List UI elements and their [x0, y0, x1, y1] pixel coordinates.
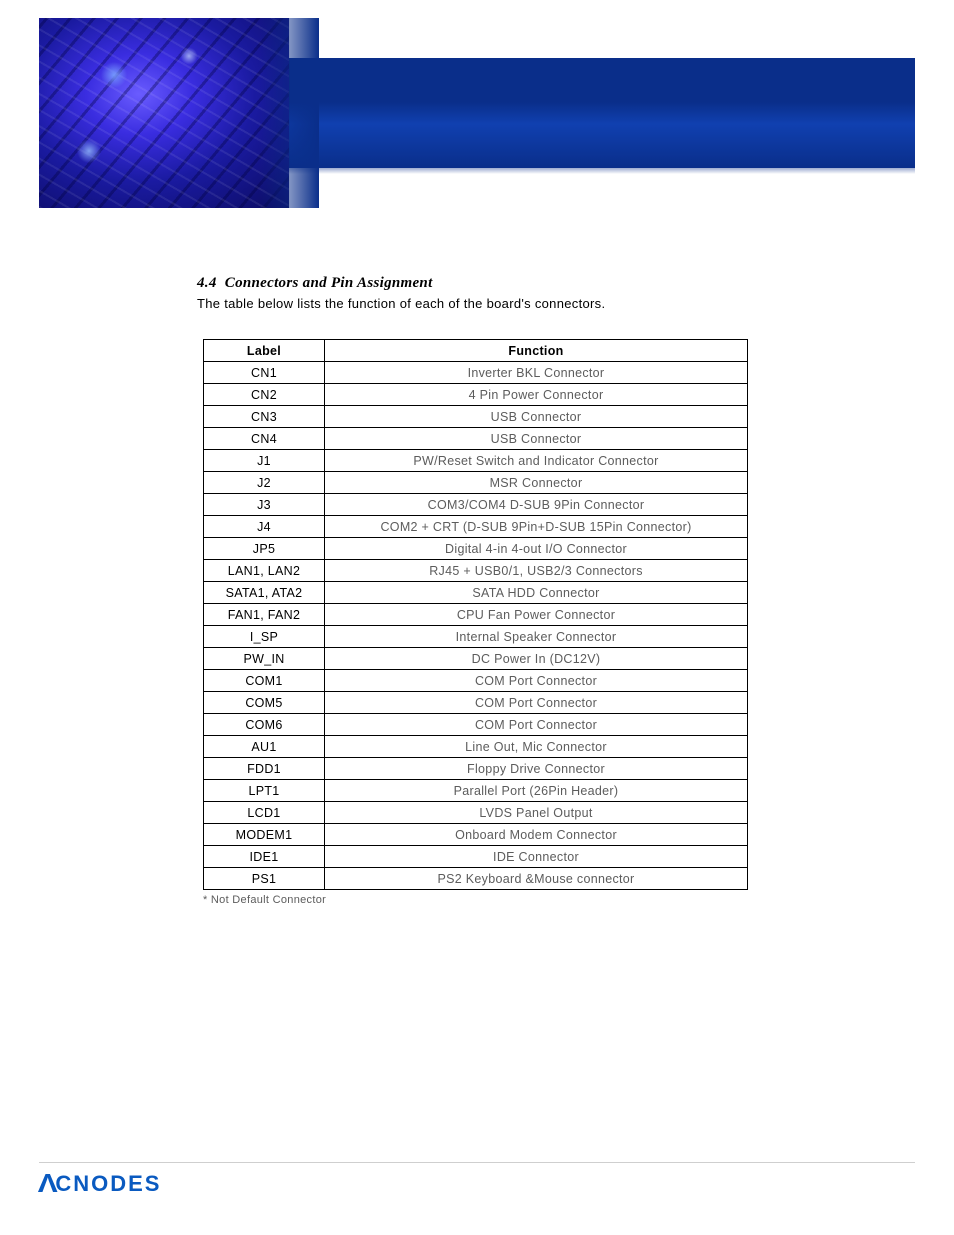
section-intro: The table below lists the function of ea… [197, 296, 757, 311]
cell-function: USB Connector [325, 406, 748, 428]
table-row: CN1Inverter BKL Connector [204, 362, 748, 384]
cell-label: J3 [204, 494, 325, 516]
page: 4.4 Connectors and Pin Assignment The ta… [0, 0, 954, 1235]
cell-function: Line Out, Mic Connector [325, 736, 748, 758]
cell-function: Onboard Modem Connector [325, 824, 748, 846]
cell-function: COM Port Connector [325, 670, 748, 692]
table-row: I_SPInternal Speaker Connector [204, 626, 748, 648]
footer-divider [39, 1162, 915, 1163]
table-row: SATA1, ATA2SATA HDD Connector [204, 582, 748, 604]
cell-label: COM6 [204, 714, 325, 736]
cell-label: FAN1, FAN2 [204, 604, 325, 626]
cell-label: JP5 [204, 538, 325, 560]
cell-label: LAN1, LAN2 [204, 560, 325, 582]
footer-logo: ΛCNODES [39, 1168, 161, 1199]
table-header-row: Label Function [204, 340, 748, 362]
section-heading: 4.4 Connectors and Pin Assignment [197, 275, 757, 292]
table-row: IDE1IDE Connector [204, 846, 748, 868]
table-row: LCD1LVDS Panel Output [204, 802, 748, 824]
cell-label: CN1 [204, 362, 325, 384]
header-banner [39, 18, 915, 208]
cell-function: Internal Speaker Connector [325, 626, 748, 648]
table-row: PW_INDC Power In (DC12V) [204, 648, 748, 670]
cell-function: MSR Connector [325, 472, 748, 494]
section-title-text: Connectors and Pin Assignment [225, 275, 433, 291]
cell-label: CN4 [204, 428, 325, 450]
table-row: CN4USB Connector [204, 428, 748, 450]
cell-function: LVDS Panel Output [325, 802, 748, 824]
table-footnote: * Not Default Connector [203, 894, 757, 906]
cell-label: LPT1 [204, 780, 325, 802]
table-row: COM1COM Port Connector [204, 670, 748, 692]
section-number: 4.4 [197, 275, 217, 291]
banner-pcb-image [39, 18, 289, 208]
cell-label: COM5 [204, 692, 325, 714]
table-row: J1PW/Reset Switch and Indicator Connecto… [204, 450, 748, 472]
content-region: 4.4 Connectors and Pin Assignment The ta… [197, 275, 757, 906]
col-header-label: Label [204, 340, 325, 362]
table-row: CN24 Pin Power Connector [204, 384, 748, 406]
cell-function: COM2 + CRT (D-SUB 9Pin+D-SUB 15Pin Conne… [325, 516, 748, 538]
table-row: FAN1, FAN2CPU Fan Power Connector [204, 604, 748, 626]
table-row: COM6COM Port Connector [204, 714, 748, 736]
logo-mark: Λ [38, 1168, 57, 1199]
cell-function: COM Port Connector [325, 714, 748, 736]
cell-label: PS1 [204, 868, 325, 890]
cell-function: COM3/COM4 D-SUB 9Pin Connector [325, 494, 748, 516]
cell-label: IDE1 [204, 846, 325, 868]
cell-function: 4 Pin Power Connector [325, 384, 748, 406]
cell-function: Floppy Drive Connector [325, 758, 748, 780]
cell-label: SATA1, ATA2 [204, 582, 325, 604]
table-row: JP5Digital 4-in 4-out I/O Connector [204, 538, 748, 560]
cell-function: COM Port Connector [325, 692, 748, 714]
col-header-function: Function [325, 340, 748, 362]
cell-label: J2 [204, 472, 325, 494]
cell-function: PW/Reset Switch and Indicator Connector [325, 450, 748, 472]
cell-function: Parallel Port (26Pin Header) [325, 780, 748, 802]
cell-function: IDE Connector [325, 846, 748, 868]
table-row: CN3USB Connector [204, 406, 748, 428]
table-row: LAN1, LAN2RJ45 + USB0/1, USB2/3 Connecto… [204, 560, 748, 582]
connectors-table: Label Function CN1Inverter BKL Connector… [203, 339, 748, 890]
cell-label: MODEM1 [204, 824, 325, 846]
cell-function: Digital 4-in 4-out I/O Connector [325, 538, 748, 560]
table-row: FDD1Floppy Drive Connector [204, 758, 748, 780]
table-row: AU1Line Out, Mic Connector [204, 736, 748, 758]
table-row: MODEM1Onboard Modem Connector [204, 824, 748, 846]
table-row: J4COM2 + CRT (D-SUB 9Pin+D-SUB 15Pin Con… [204, 516, 748, 538]
cell-label: I_SP [204, 626, 325, 648]
cell-function: DC Power In (DC12V) [325, 648, 748, 670]
table-row: LPT1Parallel Port (26Pin Header) [204, 780, 748, 802]
table-row: PS1PS2 Keyboard &Mouse connector [204, 868, 748, 890]
table-row: J2MSR Connector [204, 472, 748, 494]
cell-label: FDD1 [204, 758, 325, 780]
cell-function: PS2 Keyboard &Mouse connector [325, 868, 748, 890]
cell-function: USB Connector [325, 428, 748, 450]
cell-label: LCD1 [204, 802, 325, 824]
cell-label: AU1 [204, 736, 325, 758]
logo-text: CNODES [55, 1171, 161, 1197]
cell-label: CN3 [204, 406, 325, 428]
cell-label: CN2 [204, 384, 325, 406]
cell-label: J4 [204, 516, 325, 538]
cell-function: RJ45 + USB0/1, USB2/3 Connectors [325, 560, 748, 582]
table-row: J3COM3/COM4 D-SUB 9Pin Connector [204, 494, 748, 516]
cell-label: J1 [204, 450, 325, 472]
cell-label: COM1 [204, 670, 325, 692]
cell-function: SATA HDD Connector [325, 582, 748, 604]
cell-label: PW_IN [204, 648, 325, 670]
table-row: COM5COM Port Connector [204, 692, 748, 714]
cell-function: Inverter BKL Connector [325, 362, 748, 384]
cell-function: CPU Fan Power Connector [325, 604, 748, 626]
